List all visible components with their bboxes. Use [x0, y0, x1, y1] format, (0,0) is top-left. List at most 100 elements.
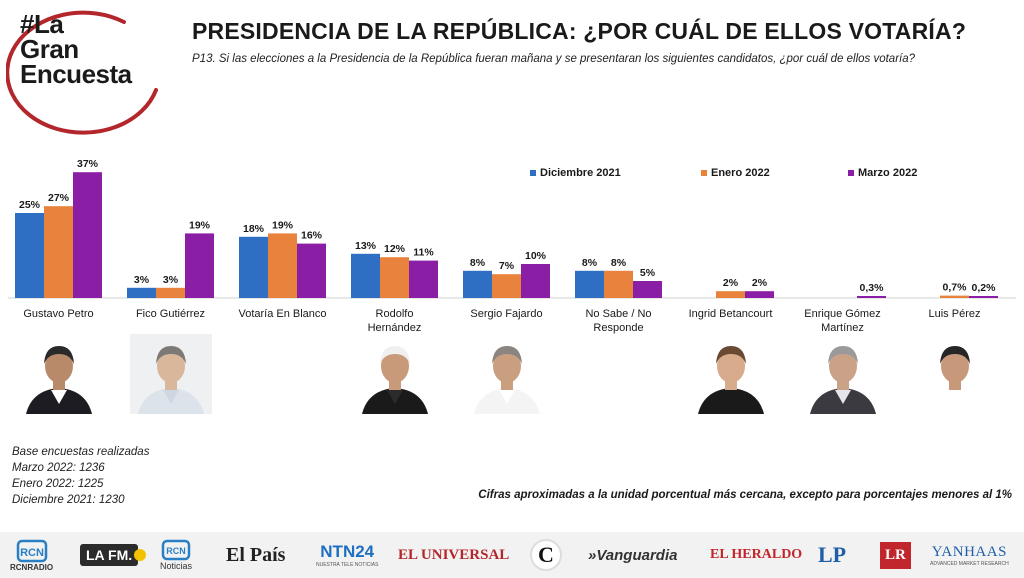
data-label-fico-gutierrez-enero-2022: 3%	[163, 274, 179, 286]
candidate-label-line: Hernández	[367, 322, 422, 334]
legend-item-marzo-2022: Marzo 2022	[848, 167, 917, 179]
legend-item-diciembre-2021: Diciembre 2021	[530, 167, 621, 179]
data-label-votaria-en-blanco-diciembre-2021: 18%	[243, 223, 265, 235]
yanhaas-logo: YANHAAS ADVANCED MARKET RESEARCH	[930, 532, 1009, 578]
lafm-dot-icon	[134, 549, 147, 561]
base-note-marzo: Marzo 2022: 1236	[12, 462, 105, 474]
candidate-label-line: Rodolfo	[375, 308, 414, 320]
rounding-footnote: Cifras aproximadas a la unidad porcentua…	[478, 489, 1012, 501]
data-label-rodolfo-hernandez-diciembre-2021: 13%	[355, 240, 377, 252]
ntn24-text: NTN24	[320, 542, 375, 561]
svg-text:RCN: RCN	[166, 546, 186, 556]
candidate-label-line: Enrique Gómez	[804, 308, 881, 320]
candidate-label-gustavo-petro: Gustavo Petro	[3, 307, 114, 321]
candidate-label-line: Sergio Fajardo	[470, 308, 543, 320]
rcn-noticias-logo: RCN Noticias	[160, 532, 192, 578]
candidate-label-line: Luis Pérez	[928, 308, 981, 320]
candidate-label-rodolfo-hernandez: Rodolfo Hernández	[339, 307, 450, 335]
la-gran-encuesta-logo: #La Gran Encuesta	[6, 4, 174, 136]
lafm-text: LA FM.	[80, 544, 139, 566]
logo-line-1: #La	[20, 9, 64, 39]
rcn-radio-logo: RCN RCNRADIO	[10, 532, 53, 578]
candidate-label-fico-gutierrez: Fico Gutiérrez	[115, 307, 226, 321]
bar-gustavo-petro-marzo-2022	[73, 172, 102, 298]
bar-enrique-gomez-martinez-marzo-2022	[857, 296, 886, 298]
bar-fico-gutierrez-marzo-2022	[185, 233, 214, 298]
candidate-label-ingrid-betancourt: Ingrid Betancourt	[675, 307, 786, 321]
bar-ingrid-betancourt-enero-2022	[716, 291, 745, 298]
logo-line-2: Gran	[20, 34, 79, 64]
base-note-diciembre: Diciembre 2021: 1230	[12, 494, 125, 506]
el-colombiano-text: C	[530, 539, 562, 571]
bar-fico-gutierrez-diciembre-2021	[127, 287, 156, 298]
candidate-label-line: Fico Gutiérrez	[135, 308, 206, 320]
bar-no-sabe-no-responde-enero-2022	[604, 270, 633, 298]
bar-votaria-en-blanco-marzo-2022	[297, 243, 326, 298]
candidate-photo-ingrid-betancourt	[690, 334, 772, 414]
legend-label-diciembre: Diciembre 2021	[540, 167, 621, 179]
data-label-sergio-fajardo-marzo-2022: 10%	[525, 250, 547, 262]
portrait-icon	[690, 334, 772, 414]
la-republica-logo: LR	[880, 532, 911, 578]
legend-label-marzo: Marzo 2022	[858, 167, 918, 179]
data-label-enrique-gomez-martinez-marzo-2022: 0,3%	[860, 282, 885, 294]
bar-votaria-en-blanco-enero-2022	[268, 233, 297, 298]
bar-votaria-en-blanco-diciembre-2021	[239, 236, 268, 298]
noticias-text: Noticias	[160, 561, 193, 571]
portrait-icon	[354, 334, 436, 414]
candidate-label-line: Votaría En Blanco	[238, 308, 327, 320]
candidate-photo-fico-gutierrez	[130, 334, 212, 414]
legend-item-enero-2022: Enero 2022	[701, 167, 770, 179]
portrait-icon	[466, 334, 548, 414]
bar-luis-perez-marzo-2022	[969, 296, 998, 298]
la-republica-text: LR	[880, 541, 911, 569]
yanhaas-subtext: ADVANCED MARKET RESEARCH	[930, 560, 1009, 567]
lafm-logo: LA FM.	[80, 532, 147, 578]
data-label-luis-perez-marzo-2022: 0,2%	[972, 282, 997, 294]
legend-swatch-enero	[701, 170, 707, 176]
data-label-rodolfo-hernandez-enero-2022: 12%	[384, 243, 406, 255]
el-universal-logo: EL UNIVERSAL	[398, 546, 510, 563]
base-notes-title: Base encuestas realizadas	[12, 446, 150, 458]
sample-base-notes: Base encuestas realizadas Marzo 2022: 12…	[12, 444, 149, 508]
bar-rodolfo-hernandez-marzo-2022	[409, 260, 438, 298]
rcn-radio-icon: RCN	[16, 539, 47, 562]
bar-no-sabe-no-responde-diciembre-2021	[575, 270, 604, 298]
data-label-no-sabe-no-responde-marzo-2022: 5%	[640, 267, 656, 279]
candidate-label-line: Ingrid Betancourt	[688, 308, 773, 320]
el-heraldo-logo: EL HERALDO	[710, 547, 803, 562]
legend-label-enero: Enero 2022	[711, 167, 770, 179]
data-label-sergio-fajardo-enero-2022: 7%	[499, 260, 515, 272]
data-label-votaria-en-blanco-marzo-2022: 16%	[301, 230, 323, 242]
candidate-photo-rodolfo-hernandez	[354, 334, 436, 414]
bar-no-sabe-no-responde-marzo-2022	[633, 281, 662, 298]
candidate-label-votaria-en-blanco: Votaría En Blanco	[227, 307, 338, 321]
logo-wordmark: #La Gran Encuesta	[20, 9, 132, 87]
candidate-label-line: No Sabe / No	[585, 308, 652, 320]
legend-swatch-diciembre	[530, 170, 536, 176]
bar-sergio-fajardo-enero-2022	[492, 274, 521, 298]
bar-rodolfo-hernandez-enero-2022	[380, 257, 409, 298]
rcn-noticias-icon: RCN	[161, 539, 191, 561]
data-label-ingrid-betancourt-enero-2022: 2%	[723, 277, 739, 289]
candidate-photo-sergio-fajardo	[466, 334, 548, 414]
candidate-label-line: Gustavo Petro	[23, 308, 94, 320]
bar-rodolfo-hernandez-diciembre-2021	[351, 253, 380, 298]
data-label-fico-gutierrez-marzo-2022: 19%	[189, 219, 211, 231]
logo-ring-icon	[6, 10, 158, 135]
data-label-rodolfo-hernandez-marzo-2022: 11%	[413, 247, 434, 259]
candidate-photo-luis-perez	[914, 334, 996, 414]
candidate-label-no-sabe-no-responde: No Sabe / No Responde	[563, 307, 674, 335]
portrait-icon	[802, 334, 884, 414]
data-label-luis-perez-enero-2022: 0,7%	[943, 282, 968, 294]
candidate-label-luis-perez: Luis Pérez	[899, 307, 1010, 321]
data-label-votaria-en-blanco-enero-2022: 19%	[272, 219, 294, 231]
data-label-gustavo-petro-enero-2022: 27%	[48, 192, 70, 204]
question-text: P13. Si las elecciones a la Presidencia …	[192, 53, 916, 65]
data-label-fico-gutierrez-diciembre-2021: 3%	[134, 274, 150, 286]
bar-ingrid-betancourt-marzo-2022	[745, 291, 774, 298]
vanguardia-logo: »Vanguardia	[588, 546, 678, 564]
bar-sergio-fajardo-marzo-2022	[521, 264, 550, 298]
bar-fico-gutierrez-enero-2022	[156, 287, 185, 298]
candidate-label-sergio-fajardo: Sergio Fajardo	[451, 307, 562, 321]
